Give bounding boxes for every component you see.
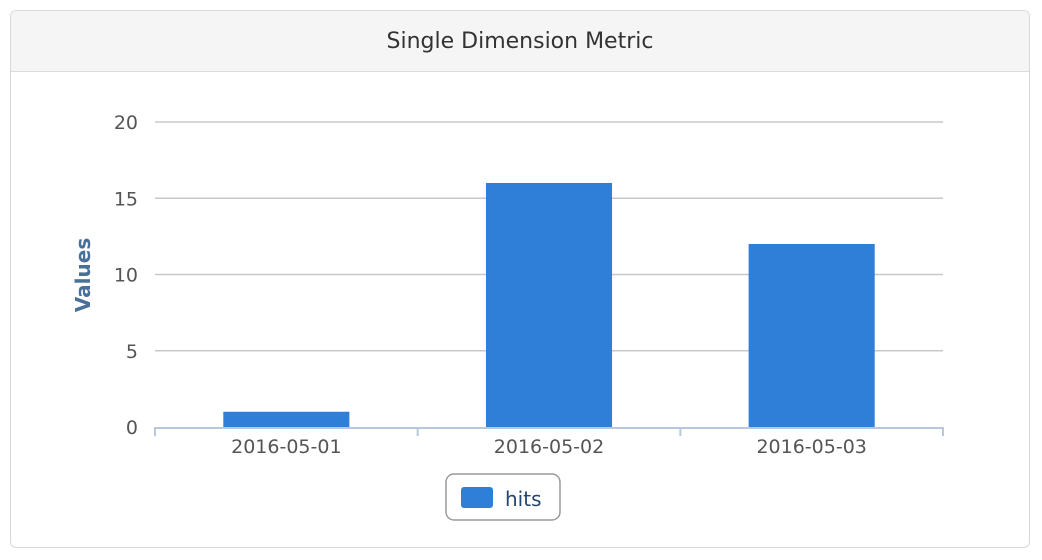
y-tick-label: 5 xyxy=(126,341,138,363)
bars xyxy=(223,183,875,427)
bar-2016-05-02[interactable] xyxy=(485,183,613,427)
legend[interactable]: hits xyxy=(445,473,561,521)
y-tick-label: 20 xyxy=(114,112,138,134)
legend-label[interactable]: hits xyxy=(505,487,542,511)
x-tick-label: 2016-05-03 xyxy=(756,436,866,458)
bar-2016-05-03[interactable] xyxy=(748,244,875,427)
x-tick-label: 2016-05-02 xyxy=(494,436,604,458)
legend-swatch xyxy=(461,487,493,508)
y-tick-label: 0 xyxy=(126,417,138,439)
x-tick-label: 2016-05-01 xyxy=(231,436,341,458)
y-axis-ticks: 0 5 10 15 20 xyxy=(114,112,138,439)
y-tick-label: 10 xyxy=(114,265,138,287)
legend-box xyxy=(445,473,561,521)
y-tick-label: 15 xyxy=(114,188,138,210)
y-axis-label: Values xyxy=(71,238,95,312)
x-axis: 2016-05-01 2016-05-02 2016-05-03 xyxy=(154,427,944,458)
panel-header: Single Dimension Metric xyxy=(11,11,1029,72)
bar-2016-05-01[interactable] xyxy=(223,411,350,427)
panel-title: Single Dimension Metric xyxy=(386,28,654,54)
